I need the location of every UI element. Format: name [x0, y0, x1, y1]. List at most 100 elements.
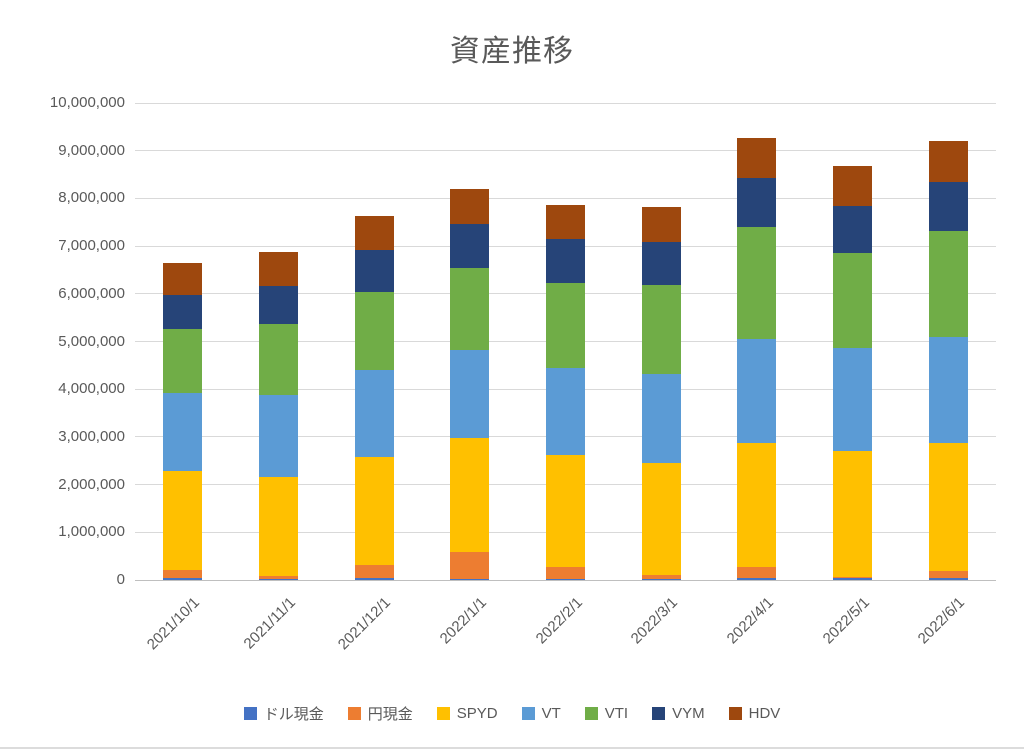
- stacked-bar-2022/3/1: [641, 206, 681, 580]
- x-axis-category-label: 2021/11/1: [240, 594, 299, 653]
- bar-segment-VTI: [737, 227, 777, 339]
- chart-title: 資産推移: [450, 35, 574, 68]
- legend-label: VYM: [672, 705, 705, 722]
- bar-segment-VYM: [546, 239, 585, 283]
- bar-segment-VTI: [259, 323, 298, 395]
- legend-item-ドル現金: ドル現金: [243, 703, 324, 724]
- bar-segment-HDV: [737, 137, 777, 179]
- bar-segment-VT: [163, 393, 203, 472]
- bar-segment-ドル現金: [450, 578, 490, 580]
- bar-segment-HDV: [833, 166, 872, 206]
- bar-segment-SPYD: [737, 442, 777, 567]
- bar-segment-円現金: [259, 576, 298, 579]
- bar-segment-ドル現金: [163, 577, 203, 580]
- bar-segment-SPYD: [354, 457, 394, 566]
- legend-swatch-icon: [652, 707, 666, 720]
- stacked-bar-2022/4/1: [737, 137, 777, 580]
- bar-segment-VT: [354, 369, 394, 458]
- bar-segment-VT: [450, 350, 490, 439]
- bar-segment-VTI: [928, 231, 968, 337]
- bar-segment-VTI: [833, 253, 872, 348]
- legend-item-VTI: VTI: [584, 705, 629, 722]
- bar-segment-HDV: [259, 252, 298, 287]
- bar-segment-HDV: [928, 141, 968, 183]
- bar-segment-SPYD: [450, 438, 490, 552]
- y-axis-tick-label: 2,000,000: [58, 475, 125, 493]
- bar-segment-VT: [833, 347, 872, 452]
- bar-segment-円現金: [546, 566, 585, 580]
- x-axis-category-label: 2021/12/1: [334, 594, 395, 654]
- bar-segment-SPYD: [163, 471, 203, 570]
- bar-segment-VYM: [450, 223, 490, 269]
- bar-segment-円現金: [450, 551, 490, 579]
- stacked-bar-2021/11/1: [259, 252, 298, 580]
- bar-segment-VTI: [450, 268, 490, 351]
- y-axis-tick-label: 8,000,000: [58, 189, 125, 207]
- bar-segment-HDV: [354, 216, 394, 250]
- gridline: [135, 197, 996, 199]
- bar-segment-ドル現金: [546, 579, 585, 580]
- x-axis-category-label: 2022/5/1: [819, 594, 873, 648]
- bar-segment-VT: [928, 336, 968, 444]
- bar-segment-SPYD: [928, 443, 968, 571]
- bar-segment-HDV: [450, 188, 490, 224]
- bar-segment-HDV: [163, 262, 203, 295]
- bar-segment-円現金: [163, 569, 203, 578]
- bar-segment-HDV: [641, 206, 681, 242]
- legend-item-SPYD: SPYD: [436, 705, 498, 722]
- bar-segment-円現金: [641, 574, 681, 579]
- x-axis-category-label: 2021/10/1: [143, 594, 203, 654]
- bar-segment-VYM: [833, 205, 872, 254]
- bar-segment-SPYD: [833, 451, 872, 577]
- y-axis-tick-label: 9,000,000: [58, 141, 125, 159]
- bar-segment-VTI: [641, 285, 681, 374]
- bar-segment-VT: [546, 367, 585, 455]
- x-axis-baseline: [135, 579, 996, 581]
- bar-segment-ドル現金: [928, 578, 968, 580]
- bar-segment-SPYD: [641, 463, 681, 575]
- x-axis-category-label: 2022/6/1: [914, 594, 969, 648]
- stacked-bar-2022/1/1: [450, 188, 490, 580]
- bar-segment-VTI: [546, 282, 585, 368]
- legend-swatch-icon: [584, 707, 598, 720]
- bar-segment-VYM: [928, 182, 968, 232]
- legend-swatch-icon: [521, 707, 535, 720]
- x-axis-category-label: 2022/4/1: [723, 594, 777, 648]
- legend-label: HDV: [748, 705, 781, 722]
- bar-segment-VYM: [737, 178, 777, 228]
- legend-item-円現金: 円現金: [347, 703, 413, 724]
- legend: ドル現金 円現金 SPYD VT VTI VYM HDV: [0, 703, 1024, 724]
- plot-area: [135, 102, 996, 581]
- bar-segment-ドル現金: [737, 577, 777, 580]
- bar-segment-ドル現金: [833, 577, 872, 580]
- bar-segment-VYM: [259, 286, 298, 324]
- y-axis-tick-label: 6,000,000: [58, 284, 125, 302]
- y-axis-tick-label: 10,000,000: [49, 94, 125, 111]
- bar-segment-ドル現金: [259, 578, 298, 580]
- gridline: [135, 102, 996, 104]
- legend-label: SPYD: [456, 705, 498, 722]
- bar-segment-円現金: [737, 566, 777, 578]
- stacked-bar-2021/10/1: [163, 262, 203, 580]
- y-axis-tick-label: 1,000,000: [58, 523, 125, 541]
- legend-label: 円現金: [367, 706, 413, 723]
- bar-segment-SPYD: [259, 477, 298, 577]
- y-axis-tick-label: 5,000,000: [58, 332, 125, 350]
- bar-segment-VT: [641, 373, 681, 464]
- legend-item-HDV: HDV: [728, 705, 781, 722]
- bar-segment-HDV: [546, 204, 585, 240]
- bar-segment-円現金: [928, 570, 968, 579]
- legend-swatch-icon: [728, 707, 742, 720]
- x-axis-category-label: 2022/2/1: [532, 594, 586, 648]
- bar-segment-VYM: [354, 249, 394, 293]
- legend-swatch-icon: [436, 707, 450, 720]
- legend-item-VT: VT: [521, 705, 561, 722]
- legend-label: VT: [541, 705, 561, 722]
- y-axis-tick-label: 0: [116, 571, 125, 588]
- y-axis-tick-label: 3,000,000: [58, 427, 125, 445]
- x-axis-category-label: 2022/1/1: [436, 594, 490, 648]
- legend-label: VTI: [604, 705, 629, 722]
- x-axis-category-label: 2022/3/1: [627, 594, 682, 648]
- bar-segment-VYM: [641, 241, 681, 286]
- legend-swatch-icon: [243, 707, 257, 720]
